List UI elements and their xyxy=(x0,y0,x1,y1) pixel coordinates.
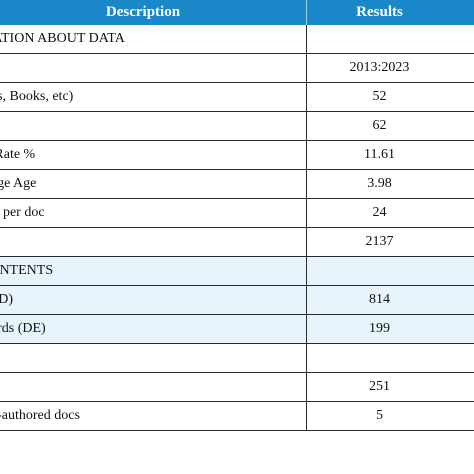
row-description xyxy=(0,373,307,401)
row-result: 2137 xyxy=(365,234,394,249)
row-result: 199 xyxy=(369,321,390,336)
table-row: 2013:2023 xyxy=(0,54,474,83)
table-row: 62 xyxy=(0,112,474,141)
row-result xyxy=(307,344,474,372)
table-row: ons per doc 24 xyxy=(0,199,474,228)
row-description: erage Age xyxy=(0,170,307,198)
data-table: Description Results MATION ABOUT DATA 20… xyxy=(0,0,474,431)
row-result: 2013:2023 xyxy=(349,60,410,75)
row-description xyxy=(0,228,307,256)
row-result: 11.61 xyxy=(364,147,395,162)
row-description: gle-authored docs xyxy=(0,402,307,430)
table-header: Description Results xyxy=(0,0,474,25)
row-description: nals, Books, etc) xyxy=(0,83,307,111)
row-result: 62 xyxy=(372,118,387,133)
row-description xyxy=(0,54,307,82)
row-description: MATION ABOUT DATA xyxy=(0,25,307,53)
row-result: 251 xyxy=(369,379,390,394)
row-result: 3.98 xyxy=(367,176,392,191)
row-description: CONTENTS xyxy=(0,257,307,285)
row-description: words (DE) xyxy=(0,315,307,343)
row-description: th Rate % xyxy=(0,141,307,169)
table-row: gle-authored docs 5 xyxy=(0,402,474,431)
row-description xyxy=(0,112,307,140)
row-result: 24 xyxy=(372,205,387,220)
table-row: words (DE) 199 xyxy=(0,315,474,344)
row-description: ons per doc xyxy=(0,199,307,227)
table-row: 2137 xyxy=(0,228,474,257)
header-results: Results xyxy=(356,4,403,20)
table-row: erage Age 3.98 xyxy=(0,170,474,199)
table-row: th Rate % 11.61 xyxy=(0,141,474,170)
table-row xyxy=(0,344,474,373)
header-description: Description xyxy=(0,0,307,25)
table-row: 251 xyxy=(0,373,474,402)
row-description: s (ID) xyxy=(0,286,307,314)
table-row: MATION ABOUT DATA xyxy=(0,25,474,54)
row-result xyxy=(307,25,474,53)
row-result: 52 xyxy=(372,89,387,104)
table-row: CONTENTS xyxy=(0,257,474,286)
row-result: 5 xyxy=(376,408,383,423)
row-description xyxy=(0,344,307,372)
row-result xyxy=(307,257,474,285)
table-row: nals, Books, etc) 52 xyxy=(0,83,474,112)
table-row: s (ID) 814 xyxy=(0,286,474,315)
row-result: 814 xyxy=(369,292,390,307)
